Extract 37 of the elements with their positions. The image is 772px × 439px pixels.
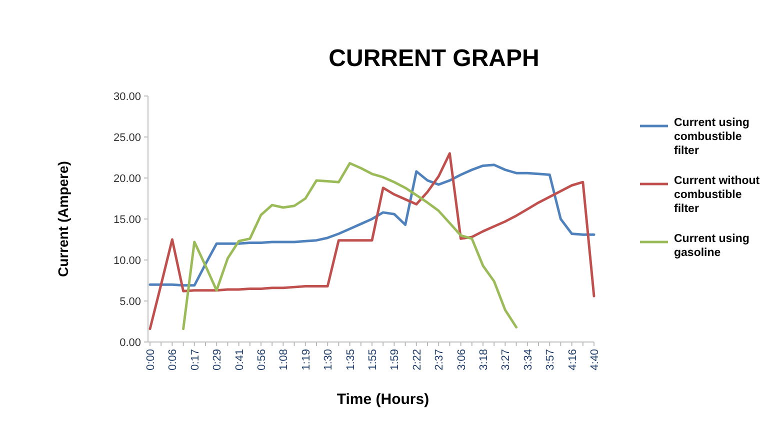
x-tick-label: 0:41: [234, 349, 246, 370]
x-tick-label: 4:40: [589, 349, 601, 370]
x-tick-label: 3:06: [456, 349, 468, 370]
y-tick-label: 10.00: [113, 254, 141, 267]
x-tick-label: 1:59: [389, 349, 402, 370]
x-tick-label: 1:35: [344, 349, 357, 370]
line-series: [148, 152, 596, 330]
line-series: [148, 164, 596, 287]
x-tick-label: 0:56: [256, 349, 268, 370]
x-tick-label: 2:37: [434, 349, 446, 370]
y-axis-title: Current (Ampere): [55, 161, 71, 277]
y-tick-label: 25.00: [113, 132, 141, 144]
x-axis-title: Time (Hours): [336, 391, 430, 408]
x-tick-label: 0:00: [145, 349, 157, 370]
x-tick-label: 3:34: [522, 349, 534, 370]
y-tick-label: 30.00: [113, 90, 141, 103]
x-tick-label: 0:17: [189, 349, 202, 370]
x-tick-label: 1:19: [300, 349, 312, 370]
x-tick-label: 4:16: [566, 349, 579, 370]
y-tick-label: 15.00: [113, 214, 141, 226]
y-tick-label: 5.00: [120, 296, 141, 308]
x-tick-label: 3:57: [544, 349, 557, 370]
x-tick-label: 0:06: [167, 349, 180, 370]
y-tick-label: 20.00: [113, 172, 141, 185]
y-tick-label: 0.00: [120, 336, 141, 349]
legend-label: Current using combustible filter: [674, 117, 750, 158]
x-tick-label: 1:55: [367, 349, 379, 370]
x-tick-label: 1:08: [278, 349, 290, 370]
x-tick-label: 1:30: [322, 349, 335, 370]
x-tick-label: 3:27: [500, 349, 512, 370]
legend-label: Current without combustible filter: [674, 175, 760, 216]
chart-title: CURRENT GRAPH: [328, 45, 540, 72]
x-tick-label: 3:18: [478, 349, 490, 370]
x-tick-label: 0:29: [212, 349, 224, 370]
line-series: [182, 162, 518, 330]
legend-label: Current using gasoline: [674, 233, 750, 260]
x-tick-label: 2:22: [411, 349, 424, 370]
